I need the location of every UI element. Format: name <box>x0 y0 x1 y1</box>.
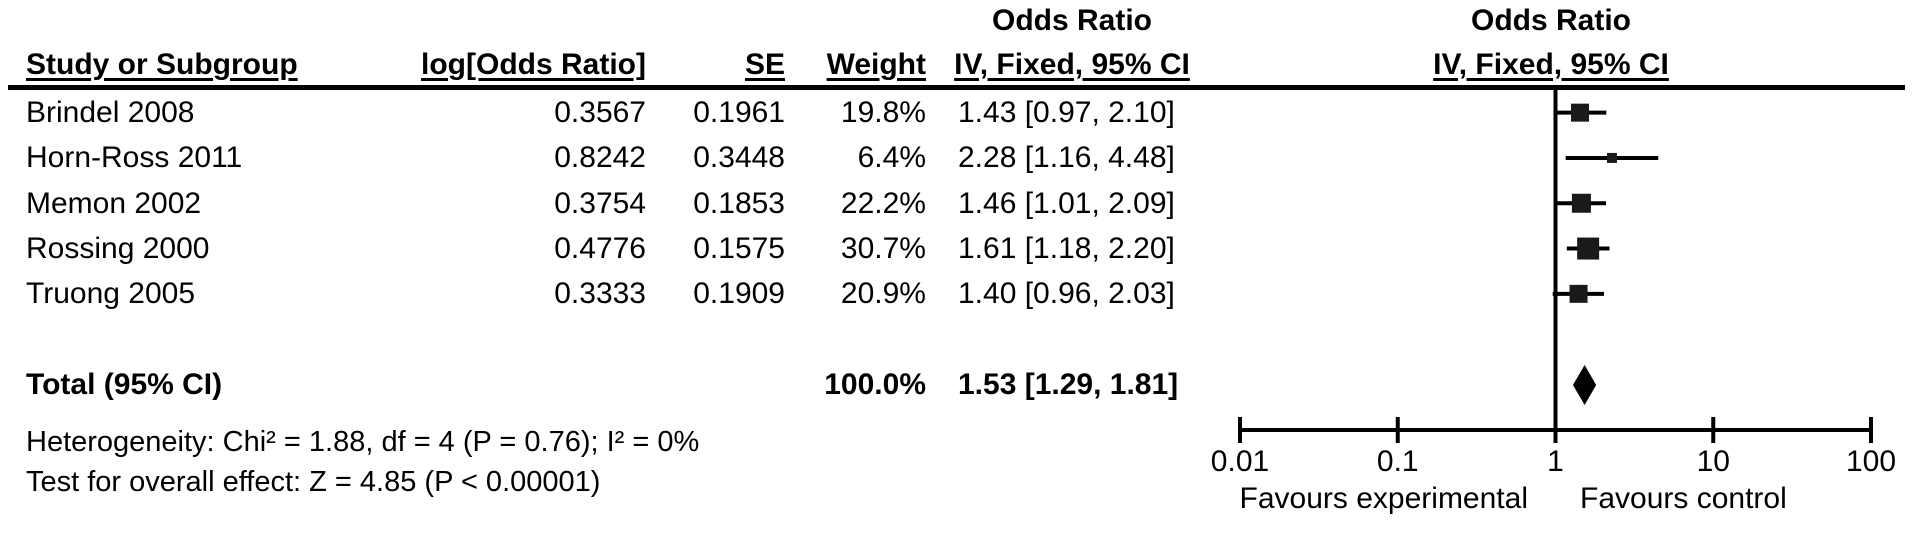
table-row: Memon 2002 0.3754 0.1853 22.2% 1.46 [1.01, 2… <box>0 181 1235 226</box>
weight-square <box>1571 103 1590 122</box>
study-name: Horn-Ross 2011 <box>26 141 243 175</box>
log-or-value: 0.4776 <box>554 231 646 265</box>
heterogeneity-stat: Heterogeneity: Chi² = 1.88, df = 4 (P = … <box>26 426 700 458</box>
weight-value: 6.4% <box>857 141 926 175</box>
se-value: 0.1961 <box>693 96 785 129</box>
total-diamond <box>1572 365 1597 405</box>
study-name: Memon 2002 <box>26 186 202 220</box>
weight-value: 22.2% <box>840 186 926 220</box>
weight-square <box>1569 284 1588 303</box>
log-or-value: 0.3567 <box>554 96 646 129</box>
overall-effect-stat: Test for overall effect: Z = 4.85 (P < 0… <box>26 466 601 498</box>
total-label: Total (95% CI) <box>26 368 223 401</box>
weight-square <box>1577 237 1600 260</box>
table-row: Horn-Ross 2011 0.8242 0.3448 6.4% 2.28 [1.16… <box>0 135 1235 180</box>
weight-square <box>1571 193 1591 213</box>
log-or-value: 0.3754 <box>554 186 646 220</box>
table-row: Rossing 2000 0.4776 0.1575 30.7% 1.61 [1.18,… <box>0 226 1235 271</box>
or-plot-column-header-line1: Odds Ratio <box>1470 4 1632 37</box>
total-row: Total (95% CI) 100.0% 1.53 [1.29, 1.81] <box>0 362 1235 408</box>
or-ci-text: 1.46 [1.01, 2.09] <box>958 186 1175 220</box>
weight-value: 19.8% <box>840 96 926 129</box>
study-name: Truong 2005 <box>26 277 196 311</box>
axis-tick-label: 0.1 <box>1377 445 1419 478</box>
column-header-study: Study or Subgroup <box>26 48 298 81</box>
column-header-weight: Weight <box>826 48 926 81</box>
se-value: 0.3448 <box>693 141 785 175</box>
log-or-value: 0.3333 <box>554 277 646 311</box>
or-ci-text: 2.28 [1.16, 4.48] <box>958 141 1175 175</box>
weight-square <box>1606 152 1617 163</box>
axis-tick-label: 10 <box>1697 445 1730 478</box>
or-ci-text: 1.40 [0.96, 2.03] <box>958 277 1175 311</box>
or-text-column-header-line2: IV, Fixed, 95% CI <box>954 48 1190 81</box>
axis-tick-label: 100 <box>1846 445 1896 478</box>
axis-tick-label: 0.01 <box>1211 445 1269 478</box>
study-name: Brindel 2008 <box>26 96 195 129</box>
favours-control-label: Favours control <box>1580 482 1787 515</box>
se-value: 0.1575 <box>693 231 785 265</box>
table-row: Truong 2005 0.3333 0.1909 20.9% 1.40 [0.96, … <box>0 271 1235 316</box>
weight-value: 20.9% <box>840 277 926 311</box>
column-header-se: SE <box>744 48 785 81</box>
se-value: 0.1909 <box>693 277 785 311</box>
se-value: 0.1853 <box>693 186 785 220</box>
or-ci-text: 1.43 [0.97, 2.10] <box>958 96 1175 129</box>
total-ci-text: 1.53 [1.29, 1.81] <box>958 368 1179 401</box>
total-weight: 100.0% <box>824 368 926 401</box>
favours-experimental-label: Favours experimental <box>1239 482 1528 515</box>
or-plot-column-header-line2: IV, Fixed, 95% CI <box>1433 48 1669 81</box>
weight-value: 30.7% <box>840 231 926 265</box>
or-text-column-header-line1: Odds Ratio <box>991 4 1153 37</box>
log-or-value: 0.8242 <box>554 141 646 175</box>
header-divider-rule <box>8 85 1905 90</box>
table-row: Brindel 2008 0.3567 0.1961 19.8% 1.43 [0.97,… <box>0 90 1235 135</box>
column-header-log-odds-ratio: log[Odds Ratio] <box>421 48 646 81</box>
axis-tick-label: 1 <box>1547 445 1564 478</box>
study-name: Rossing 2000 <box>26 231 210 265</box>
or-ci-text: 1.61 [1.18, 2.20] <box>958 231 1175 265</box>
